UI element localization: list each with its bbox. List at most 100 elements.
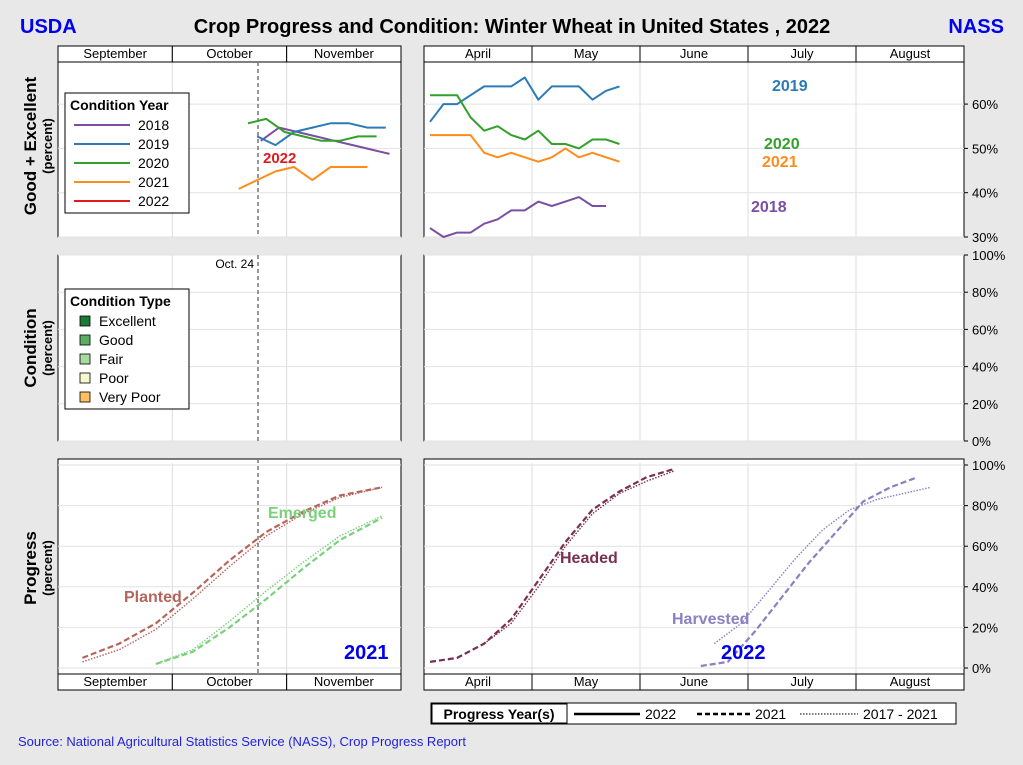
month-top-spring-label: May	[574, 46, 599, 61]
month-bottom-fall-cell	[286, 673, 402, 691]
series-line-ge-spring-2021	[430, 134, 620, 163]
legend-condition-type: Condition Type Excellent Good Fair Poor Very…	[64, 288, 190, 410]
y-tick-label: 80%	[972, 499, 998, 514]
legend-item-label: 2017 - 2021	[863, 706, 938, 722]
y-tick-label: 0%	[972, 661, 991, 676]
row-label-main: Progress	[21, 531, 40, 605]
month-bottom-spring-label: June	[680, 674, 708, 689]
row-label-condition: Condition (percent)	[21, 308, 55, 387]
row-label-main: Good + Excellent	[21, 76, 40, 215]
y-tick-layer: 30% 40% 50% 60% 0% 20% 40% 60% 80% 100% 0% 20% 40% 60…	[964, 97, 1006, 676]
legend-condition-year: Condition Year 2018 2019 2020 2021 2022	[64, 92, 190, 214]
y-tick-label: 60%	[972, 97, 998, 112]
date-marker-label: Oct. 24	[215, 257, 254, 271]
label-ge-2021: 2021	[762, 154, 798, 171]
series-line-planted-avg	[82, 486, 383, 663]
y-tick-label: 100%	[972, 248, 1006, 263]
row-label-main: Condition	[21, 308, 40, 387]
series-line-emerged-2021	[155, 516, 383, 665]
row-label-good-excellent: Good + Excellent (percent)	[21, 76, 55, 215]
series-layer	[82, 76, 932, 668]
legend-item-label: Very Poor	[99, 389, 161, 405]
source-note: Source: National Agricultural Statistics…	[18, 734, 466, 749]
series-line-ge-fall-2021	[238, 166, 368, 190]
month-axis-layer: September October November April May June July…	[57, 45, 965, 691]
legend-swatch-square	[79, 353, 91, 365]
series-line-headed-2021	[429, 468, 675, 663]
y-tick-label: 0%	[972, 434, 991, 449]
row-label-sub: (percent)	[40, 320, 55, 376]
chart-title: Crop Progress and Condition: Winter Whea…	[194, 16, 831, 38]
legend-item-label: 2020	[138, 155, 169, 171]
label-ge-2019: 2019	[772, 78, 808, 95]
series-line-ge-fall-2019	[256, 122, 386, 147]
series-line-headed-avg	[483, 470, 674, 645]
legend-item-label: 2018	[138, 117, 169, 133]
label-headed: Headed	[560, 550, 618, 567]
legend-swatch-square	[79, 372, 91, 384]
legend-title: Condition Year	[70, 97, 169, 113]
legend-item-label: Poor	[99, 370, 129, 386]
series-line-emerged-avg	[155, 515, 383, 665]
y-tick-label: 100%	[972, 458, 1006, 473]
legend-title: Progress Year(s)	[443, 706, 554, 722]
month-top-fall-label: October	[206, 46, 253, 61]
legend-swatch-square	[79, 391, 91, 403]
label-ge-2018: 2018	[751, 199, 787, 216]
month-top-spring-label: July	[790, 46, 814, 61]
month-top-spring-label: August	[890, 46, 931, 61]
month-bottom-fall-label: October	[206, 674, 253, 689]
label-fall-progress-year: 2021	[344, 642, 389, 664]
legend-item-label: 2021	[138, 174, 169, 190]
legend-items: 2018 2019 2020 2021 2022	[74, 117, 169, 209]
y-tick-label: 60%	[972, 322, 998, 337]
series-line-ge-fall-2020	[247, 117, 377, 142]
month-bottom-spring-label: July	[790, 674, 814, 689]
row-label-sub: (percent)	[40, 540, 55, 596]
month-bottom-fall-label: September	[83, 674, 147, 689]
legend-item-label: 2019	[138, 136, 169, 152]
legend-box	[64, 92, 190, 214]
y-tick-label: 60%	[972, 539, 998, 554]
label-emerged: Emerged	[268, 505, 336, 522]
series-line-ge-spring-2018	[429, 196, 606, 238]
legend-box	[64, 288, 190, 410]
month-bottom-spring-label: May	[574, 674, 599, 689]
row-label-progress: Progress (percent)	[21, 531, 55, 605]
month-bottom-fall-label: November	[314, 674, 375, 689]
legend-swatch-square	[79, 315, 91, 327]
label-planted: Planted	[124, 589, 182, 606]
y-tick-label: 20%	[972, 397, 998, 412]
month-bottom-spring-label: April	[465, 674, 491, 689]
y-tick-label: 80%	[972, 285, 998, 300]
month-top-spring-label: April	[465, 46, 491, 61]
legend-item-label: 2021	[755, 706, 786, 722]
legend-item-label: Good	[99, 332, 133, 348]
y-tick-label: 40%	[972, 360, 998, 375]
series-line-harvested-2021	[700, 476, 918, 668]
series-line-planted-2021	[82, 486, 383, 659]
legend-item-label: Excellent	[99, 313, 156, 329]
month-top-fall-label: September	[83, 46, 147, 61]
series-line-ge-spring-2020	[430, 94, 620, 150]
y-tick-label: 40%	[972, 186, 998, 201]
legend-swatch-square	[79, 334, 91, 346]
y-tick-label: 40%	[972, 580, 998, 595]
row-label-sub: (percent)	[40, 118, 55, 174]
legend-title-box	[431, 703, 568, 724]
legend-item-label: 2022	[138, 193, 169, 209]
legend-items: Excellent Good Fair Poor Very Poor	[79, 313, 161, 405]
month-top-spring-cell	[855, 45, 965, 63]
legend-progress-year: Progress Year(s) 2022 2021 2017 - 2021	[430, 702, 957, 725]
month-bottom-spring-label: August	[890, 674, 931, 689]
legend-item-label: Fair	[99, 351, 123, 367]
label-ge-2020: 2020	[764, 136, 800, 153]
legend-title: Condition Type	[70, 293, 171, 309]
label-harvested: Harvested	[672, 611, 749, 628]
nass-logo-text: NASS	[948, 16, 1004, 38]
y-tick-label: 20%	[972, 620, 998, 635]
label-fall-2022: 2022	[263, 150, 296, 167]
month-bottom-spring-cell	[855, 673, 965, 691]
usda-logo-text: USDA	[20, 16, 77, 38]
